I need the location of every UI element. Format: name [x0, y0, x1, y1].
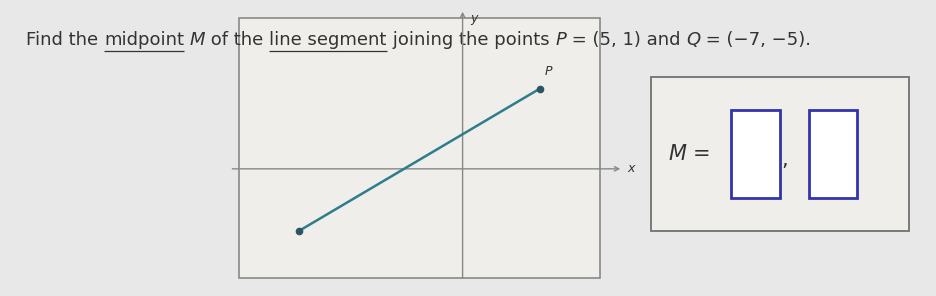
Text: = (5, 1) and: = (5, 1) and	[565, 31, 685, 49]
Text: midpoint: midpoint	[104, 31, 183, 49]
Text: Find the: Find the	[26, 31, 104, 49]
Text: Q: Q	[685, 31, 699, 49]
FancyBboxPatch shape	[730, 110, 779, 198]
Text: P: P	[554, 31, 565, 49]
Text: $M$ =: $M$ =	[667, 144, 709, 164]
Text: M: M	[190, 31, 205, 49]
Text: joining the points: joining the points	[387, 31, 554, 49]
Text: x: x	[627, 162, 635, 175]
Text: of the: of the	[205, 31, 269, 49]
Text: y: y	[470, 12, 477, 25]
FancyBboxPatch shape	[651, 77, 908, 231]
Text: P: P	[544, 65, 551, 78]
FancyBboxPatch shape	[808, 110, 856, 198]
Text: ,: ,	[781, 150, 787, 170]
Text: = (−7, −5).: = (−7, −5).	[699, 31, 811, 49]
FancyBboxPatch shape	[239, 18, 599, 278]
Text: line segment: line segment	[269, 31, 387, 49]
